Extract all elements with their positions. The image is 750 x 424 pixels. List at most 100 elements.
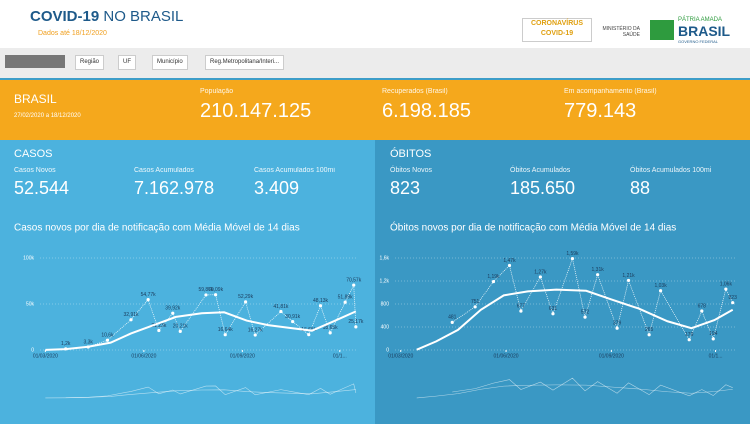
data-label: 379 (613, 321, 622, 327)
daily-point (491, 279, 496, 284)
data-label: 678 (698, 303, 707, 309)
y-tick-label: 50k (26, 301, 35, 307)
stat-value: 185.650 (510, 178, 576, 198)
filter[interactable]: UF (118, 55, 136, 70)
daily-point (204, 293, 208, 297)
data-label: 30,91k (285, 314, 301, 320)
stat-value: 7.162.978 (134, 178, 215, 198)
filter-bar (0, 48, 750, 78)
daily-point (596, 273, 600, 277)
y-tick-label: 0 (31, 347, 34, 353)
data-label: 1,19k (487, 274, 500, 280)
stat-value: 88 (630, 178, 651, 198)
data-label: 265 (645, 327, 654, 333)
daily-point (318, 304, 323, 308)
x-tick-label: 01/09/2020 (599, 353, 624, 359)
stat-value: 3.409 (254, 178, 300, 198)
daily-point (253, 333, 257, 337)
daily-point (583, 315, 587, 319)
logo-text: CORONAVÍRUS (531, 20, 583, 27)
data-label: 39,92k (165, 306, 181, 312)
daily-point (626, 278, 631, 283)
data-label: 25,17k (348, 319, 364, 325)
data-label: 1,21k (622, 273, 635, 279)
daily-point (647, 333, 651, 337)
range-slider-line (452, 377, 733, 397)
data-label: 751 (471, 299, 480, 305)
daily-point (519, 309, 523, 313)
data-label: 20,21k (173, 324, 189, 330)
daily-point (687, 338, 691, 342)
x-tick-label: 01/03/2020 (388, 353, 413, 359)
daily-point (178, 329, 182, 334)
stat-value: 779.143 (564, 100, 637, 122)
stat-value: 210.147.125 (200, 100, 312, 122)
chart-title: Óbitos novos por dia de notificação com … (390, 221, 676, 234)
data-label: 1,27k (534, 269, 547, 275)
y-tick-label: 800 (381, 301, 390, 307)
data-label: 1,06k (720, 281, 733, 287)
daily-point (307, 333, 311, 337)
range-slider-line (416, 384, 733, 399)
data-label: 1,2k (61, 341, 71, 347)
daily-point (171, 311, 175, 315)
daily-point (328, 331, 332, 335)
data-label: 481 (448, 315, 457, 321)
data-label: 631 (549, 306, 558, 312)
daily-point (700, 309, 704, 313)
daily-point (343, 300, 347, 304)
deaths-heading: ÓBITOS (390, 148, 432, 160)
toolbar-icons[interactable] (5, 55, 65, 68)
data-label: 18,65k (323, 325, 339, 331)
logo-ministry: MINISTÉRIO DA SAÚDE (600, 26, 640, 38)
y-tick-label: 1,2k (380, 278, 390, 284)
stat-label: Óbitos Acumulados (510, 167, 571, 174)
daily-point (731, 301, 735, 305)
stat-value: 52.544 (14, 178, 70, 198)
data-label: 10,6k (101, 333, 114, 339)
x-tick-label: 01/06/2020 (131, 353, 156, 359)
data-label: 59,87k (198, 287, 214, 293)
data-label: 572 (581, 309, 590, 315)
logo-covid: CORONAVÍRUS COVID-19 (522, 18, 592, 42)
data-label: 16,27k (248, 327, 264, 333)
daily-point (711, 337, 715, 341)
filter[interactable]: Município (152, 55, 188, 70)
y-tick-label: 1,6k (380, 255, 390, 261)
filter[interactable]: Reg.Metropolitana/Interi... (205, 55, 285, 70)
daily-point (450, 320, 454, 324)
logo-text: COVID-19 (540, 30, 574, 37)
x-tick-label: 01/1... (709, 353, 723, 359)
stat-label: Recuperados (Brasil) (382, 88, 448, 95)
x-tick-label: 01/06/2020 (494, 353, 519, 359)
charts: Casos novos por dia de notificação com M… (14, 221, 737, 399)
period: 27/02/2020 a 18/12/2020 (14, 113, 81, 119)
daily-point (658, 289, 663, 293)
stat-label: Casos Novos (14, 167, 56, 174)
daily-point (352, 283, 356, 287)
logo-text: MINISTÉRIO DA (602, 26, 640, 32)
title: COVID-19 NO BRASIL (30, 8, 183, 25)
logo-text: SAÚDE (622, 32, 640, 38)
daily-point (213, 293, 218, 297)
y-tick-label: 100k (23, 255, 34, 261)
daily-point (570, 256, 575, 261)
data-label: 32,91k (124, 312, 140, 318)
chart-title: Casos novos por dia de notificação com M… (14, 223, 300, 234)
stat-label: Em acompanhamento (Brasil) (564, 88, 657, 95)
data-label: 1,47k (503, 258, 516, 264)
flag-icon (650, 20, 674, 40)
daily-point (223, 333, 227, 337)
data-label: 48,13k (313, 298, 329, 304)
daily-point (291, 319, 295, 324)
data-label: 51,89k (338, 295, 354, 301)
data-label: 21,23k (151, 323, 167, 329)
title-suffix: NO BRASIL (103, 8, 184, 25)
daily-point (279, 309, 283, 314)
region: BRASIL (14, 92, 57, 106)
moving-average-line (416, 288, 734, 351)
daily-point (354, 325, 358, 329)
range-slider-line (45, 389, 356, 399)
filter[interactable]: Região (75, 55, 105, 70)
stat-label: Casos Acumulados 100mi (254, 167, 335, 174)
